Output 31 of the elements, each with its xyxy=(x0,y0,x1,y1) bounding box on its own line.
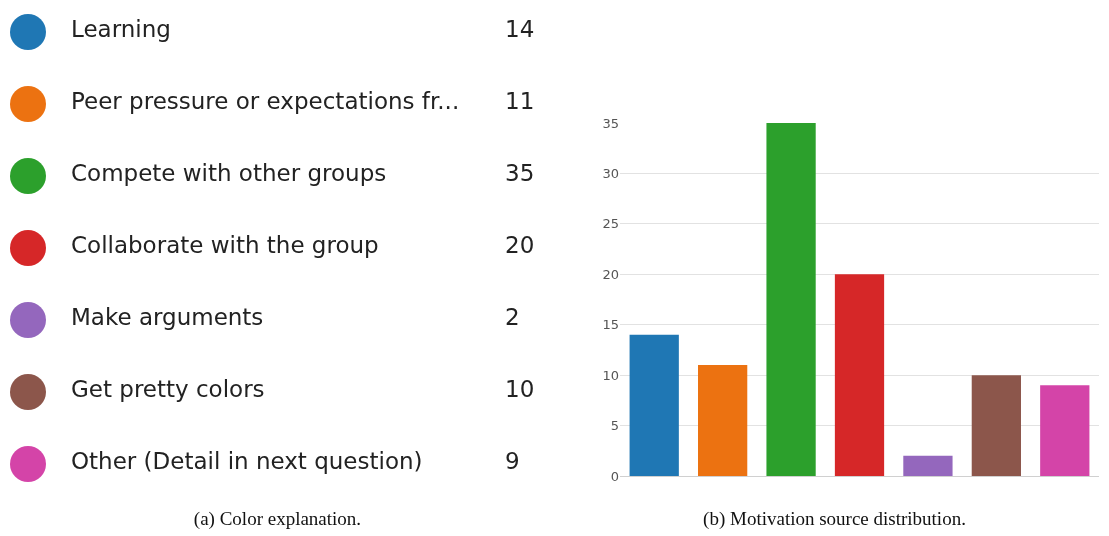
category-label: Make arguments xyxy=(71,304,264,330)
data-label: 2 xyxy=(505,304,520,330)
y-tick-label: 0 xyxy=(610,468,619,484)
category-label: Collaborate with the group xyxy=(71,232,379,258)
bar xyxy=(629,334,679,476)
data-label: 14 xyxy=(505,16,535,42)
y-tick-label: 15 xyxy=(602,317,619,333)
category-label: Compete with other groups xyxy=(71,160,387,186)
data-label: 20 xyxy=(505,232,535,258)
data-label: 35 xyxy=(505,160,535,186)
bar xyxy=(698,365,748,476)
bar xyxy=(834,274,885,476)
bar xyxy=(766,123,816,476)
category-label: Peer pressure or expectations fr... xyxy=(71,88,460,114)
text: (b) Motivation source distribution. xyxy=(703,508,966,530)
data-label: 9 xyxy=(505,448,520,474)
bar xyxy=(903,455,953,476)
y-tick-label: 30 xyxy=(602,165,619,181)
data-label: 10 xyxy=(505,376,535,402)
category-label: Other (Detail in next question) xyxy=(71,448,423,474)
y-tick-label: 5 xyxy=(610,418,619,434)
text: (a) Color explanation. xyxy=(193,508,362,530)
y-tick-label: 25 xyxy=(602,216,619,232)
data-label: 11 xyxy=(505,88,535,114)
y-tick-label: 20 xyxy=(602,266,619,282)
y-tick-label: 35 xyxy=(602,115,619,131)
y-tick-label: 10 xyxy=(602,367,619,383)
category-label: Learning xyxy=(71,16,171,42)
category-label: Get pretty colors xyxy=(71,376,265,402)
bar xyxy=(971,375,1021,476)
bar xyxy=(1040,385,1090,476)
